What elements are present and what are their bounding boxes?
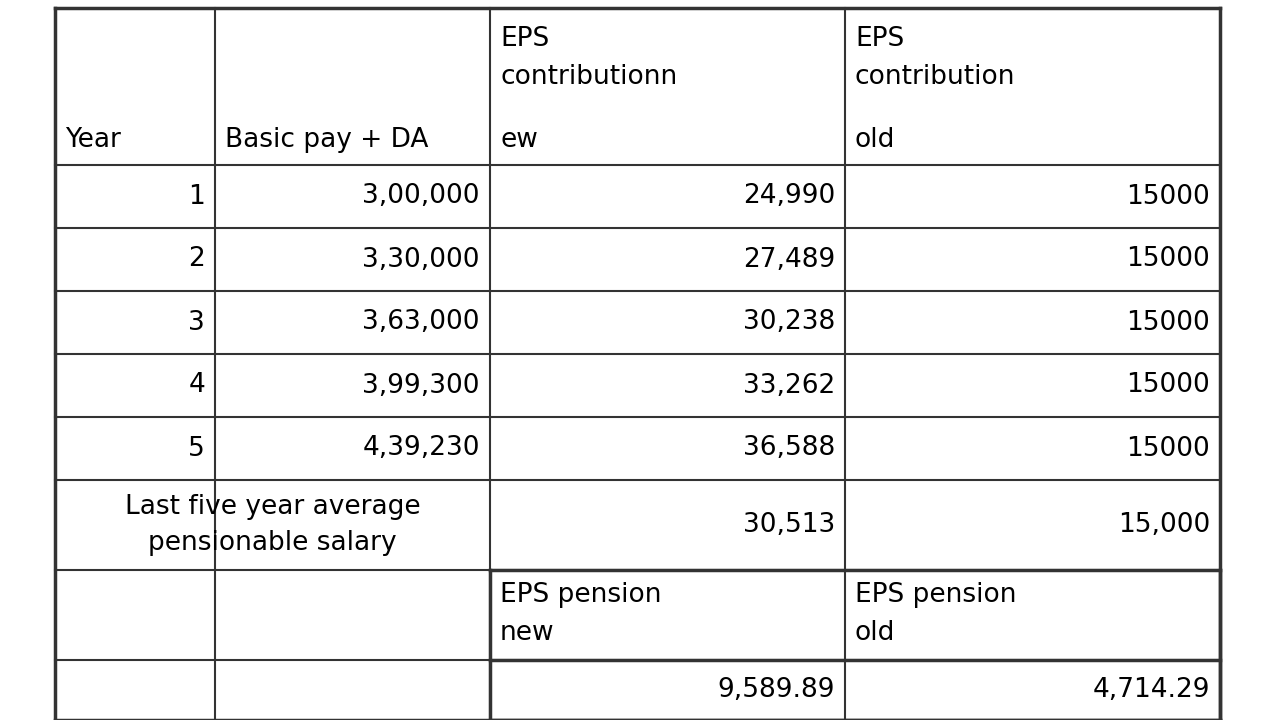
Text: Basic pay + DA: Basic pay + DA: [225, 127, 429, 153]
Text: 30,513: 30,513: [742, 512, 835, 538]
Text: EPS pension: EPS pension: [500, 582, 662, 608]
Text: 3,99,300: 3,99,300: [362, 372, 480, 398]
Text: 15000: 15000: [1126, 436, 1210, 462]
Text: 33,262: 33,262: [742, 372, 835, 398]
Text: 36,588: 36,588: [742, 436, 835, 462]
Text: 2: 2: [188, 246, 205, 272]
Text: EPS pension: EPS pension: [855, 582, 1016, 608]
Text: 4: 4: [188, 372, 205, 398]
Text: 4,714.29: 4,714.29: [1093, 677, 1210, 703]
Text: Last five year average
pensionable salary: Last five year average pensionable salar…: [124, 494, 420, 556]
Text: 15000: 15000: [1126, 372, 1210, 398]
Text: contribution: contribution: [855, 64, 1015, 90]
Text: 24,990: 24,990: [742, 184, 835, 210]
Text: 30,238: 30,238: [742, 310, 835, 336]
Text: 3,63,000: 3,63,000: [362, 310, 480, 336]
Text: EPS: EPS: [855, 26, 904, 52]
Text: 9,589.89: 9,589.89: [718, 677, 835, 703]
Text: 1: 1: [188, 184, 205, 210]
Text: 15000: 15000: [1126, 184, 1210, 210]
Text: new: new: [500, 620, 554, 646]
Text: old: old: [855, 620, 896, 646]
Text: contributionn: contributionn: [500, 64, 677, 90]
Text: 15000: 15000: [1126, 310, 1210, 336]
Text: ew: ew: [500, 127, 538, 153]
Text: old: old: [855, 127, 896, 153]
Text: 15,000: 15,000: [1117, 512, 1210, 538]
Text: 3,30,000: 3,30,000: [362, 246, 480, 272]
Text: 4,39,230: 4,39,230: [362, 436, 480, 462]
Text: Year: Year: [65, 127, 120, 153]
Text: 5: 5: [188, 436, 205, 462]
Text: EPS: EPS: [500, 26, 549, 52]
Text: 3: 3: [188, 310, 205, 336]
Text: 3,00,000: 3,00,000: [362, 184, 480, 210]
Text: 27,489: 27,489: [742, 246, 835, 272]
Text: 15000: 15000: [1126, 246, 1210, 272]
